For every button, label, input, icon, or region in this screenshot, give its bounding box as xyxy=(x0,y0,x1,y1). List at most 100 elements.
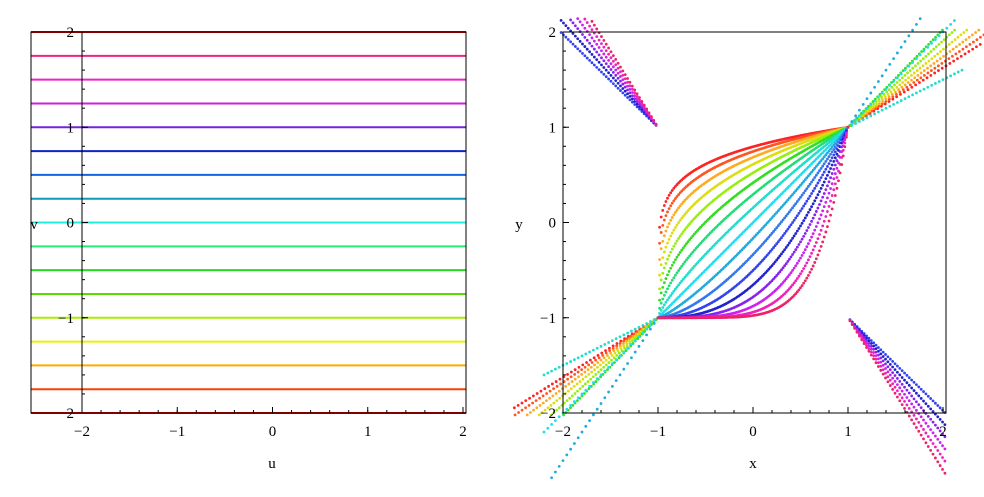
right-point-s8 xyxy=(633,339,637,343)
right-point-s1 xyxy=(898,90,902,94)
right-point-s8 xyxy=(573,400,576,403)
right-point-s7 xyxy=(896,101,899,104)
right-point-s4 xyxy=(597,370,600,374)
left-x-tick-label-2: 0 xyxy=(269,424,277,440)
right-point-s2 xyxy=(974,31,978,34)
right-point-s0 xyxy=(535,392,539,395)
right-point-s11 xyxy=(616,86,620,90)
right-point-s14 xyxy=(826,196,829,200)
right-point-s1 xyxy=(905,85,909,89)
right-point-s4 xyxy=(927,52,930,56)
right-point-s16 xyxy=(630,84,634,88)
right-point-s1 xyxy=(576,370,580,374)
right-point-s11 xyxy=(874,343,878,347)
right-point-s2 xyxy=(548,396,552,400)
right-point-s0 xyxy=(925,76,929,80)
right-point-s12 xyxy=(788,241,791,245)
right-point-s0 xyxy=(596,353,600,357)
right-point-s14 xyxy=(830,182,834,186)
right-point-s13 xyxy=(786,260,790,263)
right-point-s7 xyxy=(880,108,884,112)
right-point-s13 xyxy=(898,379,902,383)
right-point-s10 xyxy=(764,239,768,243)
right-point-s4 xyxy=(911,66,915,70)
right-point-s2 xyxy=(669,218,673,222)
right-point-s7 xyxy=(953,72,956,76)
right-point-s11 xyxy=(788,225,791,229)
right-point-s7 xyxy=(854,122,857,125)
right-point-s3 xyxy=(939,50,942,53)
right-point-s16 xyxy=(877,365,880,368)
right-point-s16 xyxy=(818,249,821,253)
right-point-s13 xyxy=(912,397,916,401)
right-point-s14 xyxy=(912,405,916,409)
right-point-s9 xyxy=(907,34,911,38)
right-point-s15 xyxy=(827,204,831,208)
right-point-s10 xyxy=(794,202,798,205)
right-point-s7 xyxy=(672,289,676,293)
right-point-s7 xyxy=(877,110,880,114)
right-point-s13 xyxy=(638,103,641,106)
right-point-s7 xyxy=(573,358,576,362)
right-point-s15 xyxy=(590,28,594,32)
right-point-s13 xyxy=(794,248,798,252)
right-point-s11 xyxy=(865,334,868,338)
right-point-s16 xyxy=(821,240,825,244)
right-point-s16 xyxy=(614,58,618,61)
right-point-s3 xyxy=(664,245,668,249)
right-point-s0 xyxy=(524,399,528,403)
right-point-s11 xyxy=(635,105,639,109)
right-y-tick-label-1: −1 xyxy=(540,311,556,327)
right-point-s8 xyxy=(896,76,899,80)
right-point-s12 xyxy=(789,239,793,243)
right-point-s1 xyxy=(677,193,680,196)
right-point-s12 xyxy=(832,160,836,163)
right-point-s5 xyxy=(689,236,693,240)
right-point-s2 xyxy=(948,50,952,53)
right-point-s11 xyxy=(907,376,911,380)
right-point-s11 xyxy=(791,221,794,224)
right-point-s7 xyxy=(659,308,663,312)
right-point-s4 xyxy=(666,257,669,261)
right-point-s16 xyxy=(826,225,829,229)
right-point-s2 xyxy=(596,361,600,364)
right-point-s4 xyxy=(630,339,634,343)
right-point-s13 xyxy=(816,206,820,210)
right-point-s9 xyxy=(865,97,869,101)
right-point-s9 xyxy=(595,407,599,411)
left-chart: −2 −1 0 1 2 −2 −1 0 1 2 u v xyxy=(30,25,467,472)
right-point-s0 xyxy=(666,196,669,200)
right-point-s5 xyxy=(920,50,924,53)
right-point-s1 xyxy=(901,88,905,92)
right-point-s7 xyxy=(884,106,888,110)
right-point-s2 xyxy=(900,85,904,89)
right-point-s12 xyxy=(869,342,873,345)
right-point-s12 xyxy=(898,373,902,377)
right-point-s11 xyxy=(822,170,826,174)
right-point-s0 xyxy=(933,71,937,75)
right-point-s7 xyxy=(858,120,861,123)
right-point-s12 xyxy=(891,365,895,369)
right-point-s15 xyxy=(881,368,885,372)
right-point-s2 xyxy=(664,229,668,233)
left-x-axis-label: u xyxy=(268,456,276,472)
right-point-s12 xyxy=(938,417,942,421)
right-point-s14 xyxy=(633,94,637,98)
right-point-s8 xyxy=(584,388,588,392)
left-x-tick-label-1: −1 xyxy=(169,424,185,440)
right-point-s9 xyxy=(816,163,820,166)
right-point-s14 xyxy=(786,275,790,279)
right-point-s1 xyxy=(877,104,881,108)
right-point-s0 xyxy=(948,62,952,65)
right-point-s9 xyxy=(799,183,802,187)
right-point-s2 xyxy=(674,210,677,214)
right-point-s12 xyxy=(903,378,906,382)
right-point-s9 xyxy=(807,174,810,178)
right-point-s2 xyxy=(532,408,535,412)
right-point-s14 xyxy=(922,418,925,422)
right-point-s9 xyxy=(561,459,565,463)
right-point-s11 xyxy=(778,238,782,242)
right-point-s16 xyxy=(590,19,594,23)
right-point-s11 xyxy=(789,223,793,227)
right-point-s16 xyxy=(810,267,813,271)
